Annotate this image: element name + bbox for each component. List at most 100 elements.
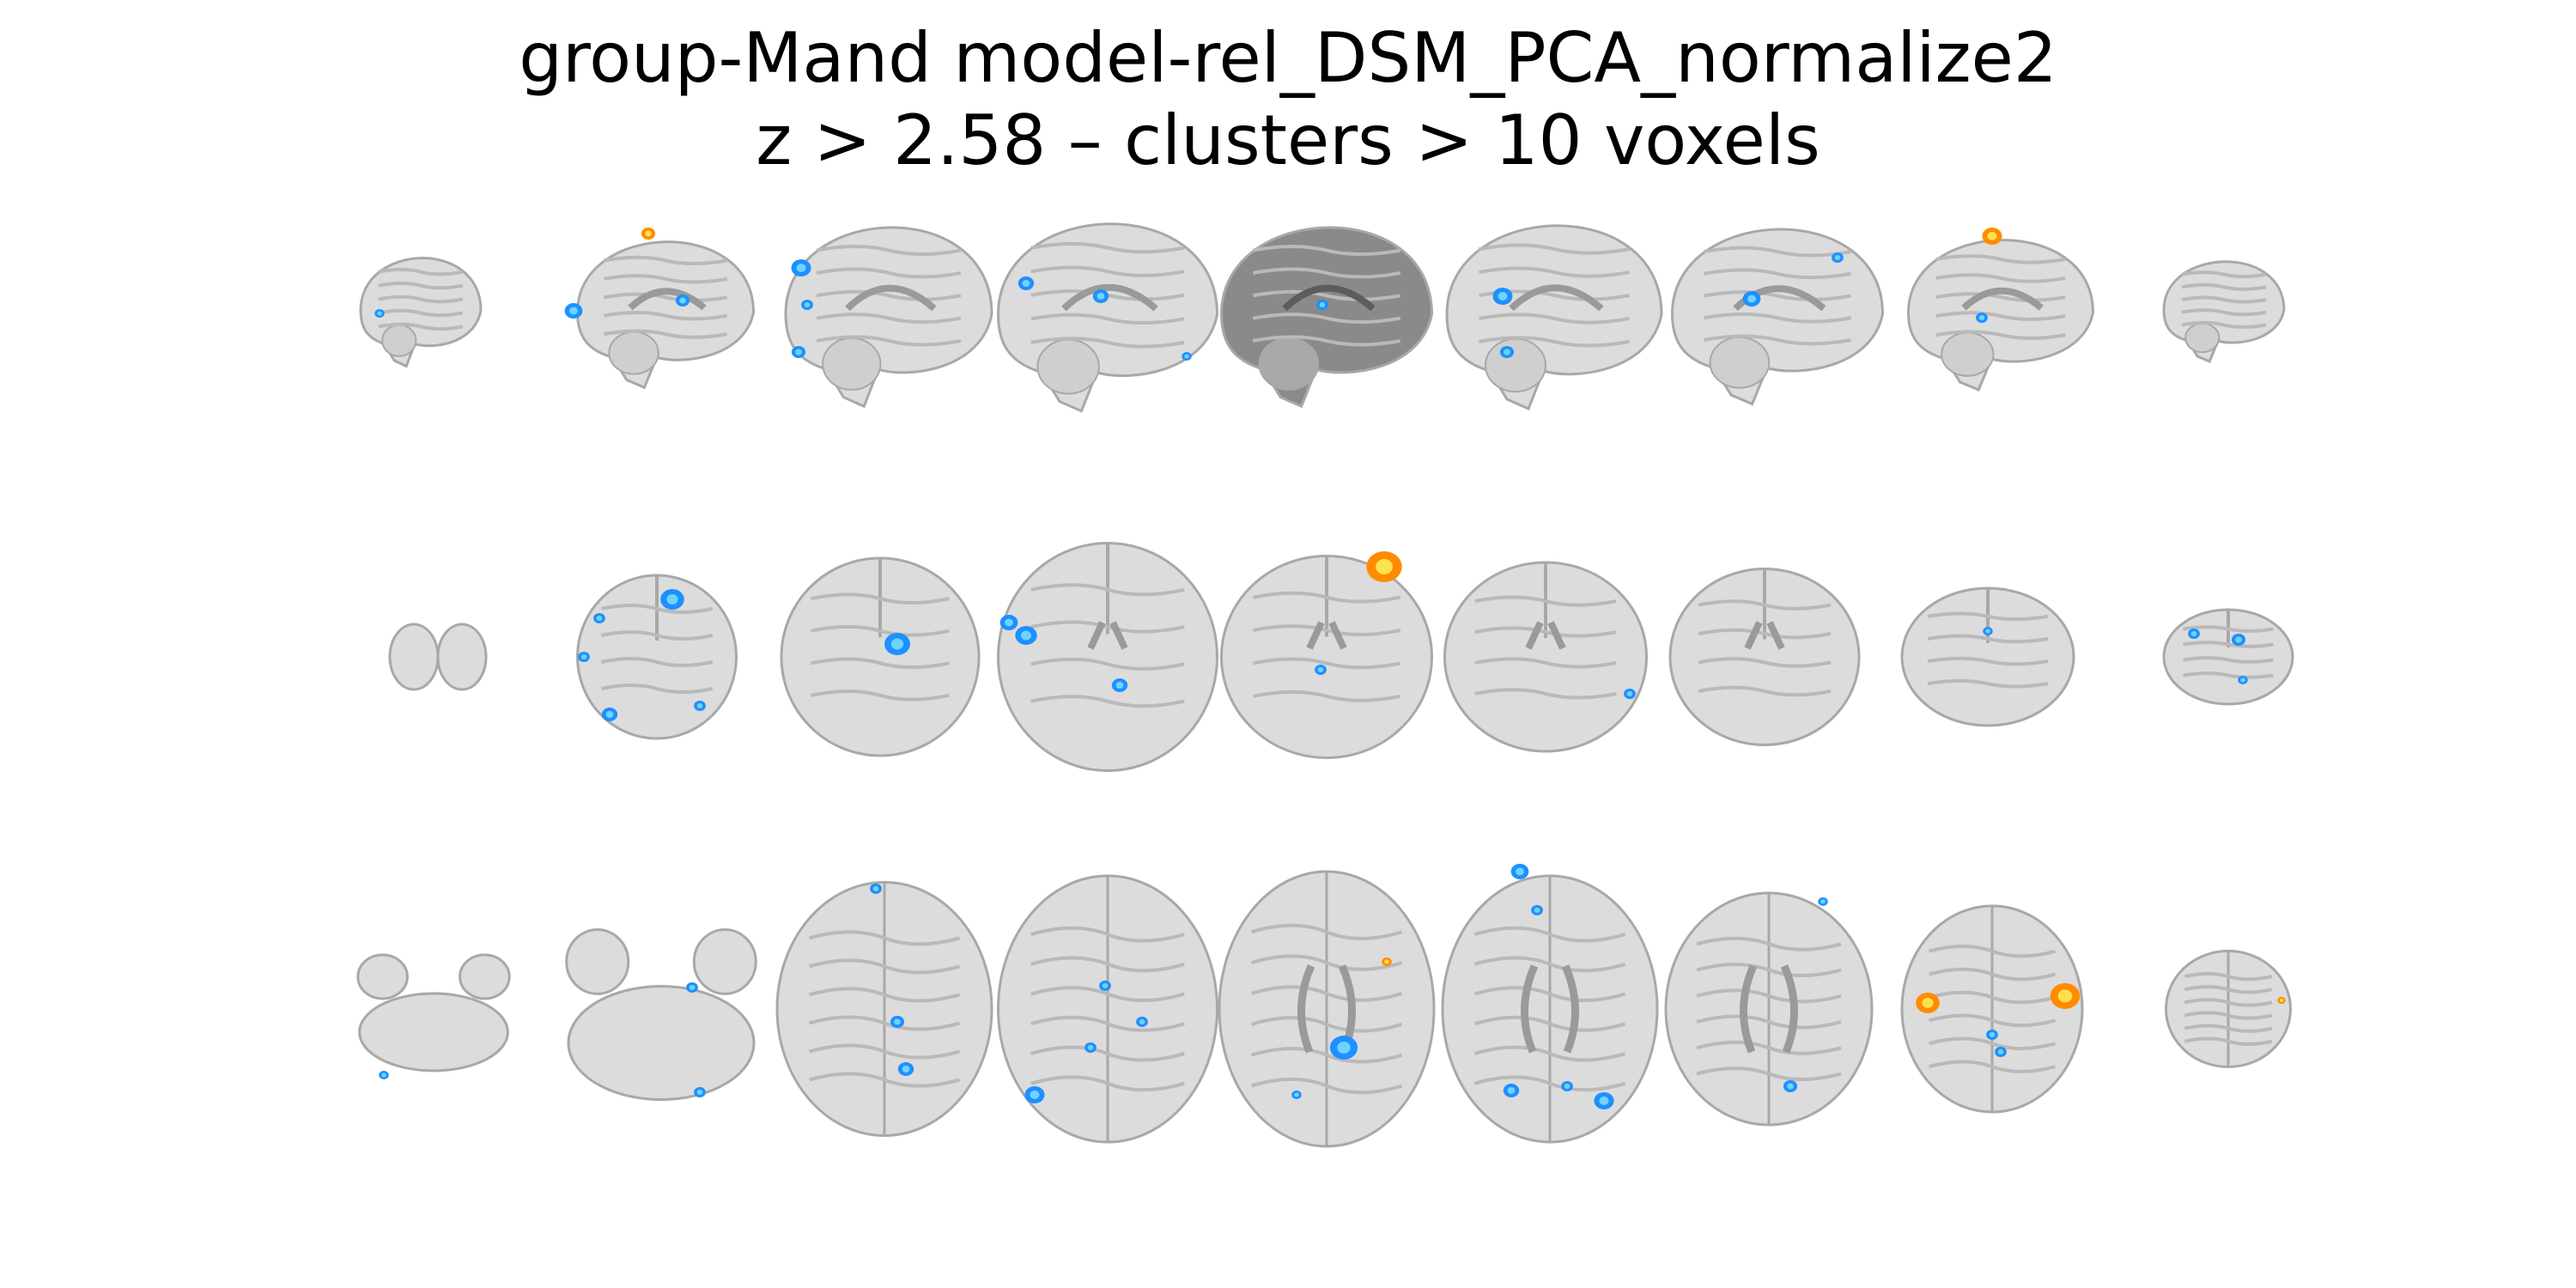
negative-cluster-peak bbox=[1337, 1042, 1351, 1054]
sulcus-line bbox=[1252, 624, 1401, 636]
negative-cluster-peak bbox=[2235, 636, 2242, 643]
sulcus-line bbox=[1703, 290, 1852, 301]
sulcus-line bbox=[1252, 289, 1401, 301]
sulcus-line bbox=[378, 295, 464, 304]
negative-cluster-peak bbox=[1978, 315, 1985, 320]
sulcus-line bbox=[600, 604, 714, 614]
sulcus-line bbox=[600, 683, 714, 694]
ventricles bbox=[1525, 621, 1566, 650]
sulcus-line bbox=[2183, 656, 2274, 664]
corpus-callosum bbox=[845, 284, 937, 312]
cerebellum bbox=[1941, 331, 1995, 377]
sulcus-line bbox=[2183, 625, 2274, 633]
sulcus-line bbox=[808, 1015, 961, 1031]
sulcus-line bbox=[1473, 956, 1626, 973]
negative-cluster-peak bbox=[1787, 1083, 1794, 1090]
sulcus-line bbox=[1250, 1016, 1403, 1033]
sulcus-line bbox=[1250, 923, 1403, 941]
negative-cluster-peak bbox=[377, 311, 382, 316]
axial-slice bbox=[1441, 874, 1659, 1144]
axial-slice bbox=[1218, 870, 1436, 1148]
sulcus-line bbox=[1250, 1047, 1403, 1064]
sulcus-line bbox=[808, 930, 961, 946]
sulcus-line bbox=[1927, 611, 2049, 622]
ventricles bbox=[1744, 621, 1785, 650]
cerebellum bbox=[608, 331, 659, 375]
sulcus-line bbox=[1030, 657, 1185, 671]
axial-slice bbox=[997, 874, 1218, 1144]
sagittal-slice bbox=[1219, 226, 1434, 409]
negative-cluster-peak bbox=[580, 654, 587, 659]
sulcus-line bbox=[1250, 985, 1403, 1002]
negative-cluster-peak bbox=[795, 349, 802, 355]
cerebellum bbox=[358, 992, 509, 1072]
sulcus-line bbox=[1479, 336, 1630, 348]
sulcus-line bbox=[1698, 599, 1832, 611]
sulcus-line bbox=[1030, 583, 1185, 597]
sulcus-line bbox=[1030, 926, 1185, 943]
sagittal-slice bbox=[996, 222, 1219, 413]
sulcus-line bbox=[2184, 985, 2273, 994]
coronal-slice bbox=[2162, 608, 2294, 706]
axial-slice bbox=[1900, 904, 2084, 1114]
negative-cluster-peak bbox=[689, 985, 696, 990]
sulcus-line bbox=[2181, 283, 2267, 291]
sulcus-line bbox=[1703, 334, 1852, 346]
sulcus-line bbox=[1696, 1066, 1842, 1082]
sulcus-line bbox=[1703, 312, 1852, 324]
negative-cluster-peak bbox=[1507, 1087, 1516, 1094]
coronal-row bbox=[388, 542, 2294, 772]
negative-cluster-peak bbox=[1997, 1049, 2004, 1054]
sulcus-line bbox=[1030, 313, 1185, 325]
sulcus-line bbox=[2183, 641, 2274, 648]
sulcus-line bbox=[1474, 688, 1617, 700]
sulcus-line bbox=[811, 690, 950, 702]
positive-cluster-peak bbox=[2057, 989, 2073, 1003]
sulcus-line bbox=[1935, 330, 2066, 340]
sulcus-line bbox=[378, 267, 464, 276]
coronal-slice bbox=[1900, 586, 2075, 727]
sulcus-line bbox=[1928, 990, 2057, 1005]
temporal-lobe bbox=[356, 953, 409, 1000]
negative-cluster-peak bbox=[1747, 295, 1756, 303]
sulcus-line bbox=[2183, 671, 2274, 679]
sagittal-slice bbox=[1445, 224, 1663, 410]
negative-cluster-peak bbox=[1030, 1091, 1040, 1099]
sulcus-line bbox=[2184, 971, 2273, 981]
sulcus-line bbox=[1696, 988, 1842, 1004]
corpus-callosum bbox=[1282, 284, 1376, 312]
positive-cluster-peak bbox=[1922, 998, 1934, 1008]
coronal-slice bbox=[997, 542, 1218, 772]
sagittal-row bbox=[359, 222, 2286, 413]
sulcus-line bbox=[808, 958, 961, 975]
sulcus-line bbox=[1927, 634, 2049, 644]
cerebellum bbox=[1485, 337, 1546, 393]
sulcus-line bbox=[1474, 595, 1617, 607]
sulcus-line bbox=[1927, 656, 2049, 666]
coronal-slice bbox=[1443, 561, 1648, 753]
negative-cluster-peak bbox=[1020, 630, 1032, 641]
negative-cluster-peak bbox=[596, 616, 603, 621]
negative-cluster-peak bbox=[1834, 255, 1841, 260]
negative-cluster-peak bbox=[902, 1066, 910, 1072]
sulcus-line bbox=[1696, 936, 1842, 951]
sulcus-line bbox=[1250, 1077, 1403, 1095]
sulcus-line bbox=[1698, 628, 1832, 640]
sulcus-line bbox=[1252, 335, 1401, 347]
negative-cluster-peak bbox=[1504, 349, 1510, 355]
cerebellum bbox=[1709, 336, 1771, 389]
sulcus-line bbox=[811, 592, 950, 605]
positive-cluster-peak bbox=[2279, 999, 2284, 1002]
sulcus-line bbox=[1698, 685, 1832, 697]
ventricles bbox=[1306, 621, 1347, 650]
negative-cluster-peak bbox=[605, 711, 614, 718]
negative-cluster-peak bbox=[1989, 1032, 1996, 1037]
coronal-slice bbox=[388, 623, 488, 691]
sulcus-line bbox=[1473, 1045, 1626, 1062]
sulcus-line bbox=[2181, 320, 2267, 329]
negative-cluster-peak bbox=[1184, 354, 1189, 359]
sulcus-line bbox=[1928, 1036, 2057, 1051]
sulcus-line bbox=[1935, 311, 2066, 321]
negative-cluster-peak bbox=[2190, 631, 2197, 636]
